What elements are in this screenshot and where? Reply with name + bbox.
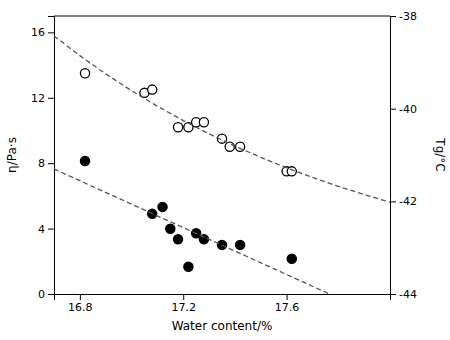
point [184,262,193,271]
tick-mark [390,294,396,295]
points [80,156,296,271]
tick: -40 [390,103,417,116]
tick: 17.6 [275,294,300,314]
x-axis: 16.8 17.2 17.6 [55,294,391,314]
tick-mark [48,98,54,99]
point [287,167,296,176]
y2-axis-line [391,17,397,295]
tick-label: 17.6 [275,301,300,314]
tick: -38 [390,10,417,23]
y-axis: 0 4 8 12 16 [31,17,55,302]
point [235,240,244,249]
tick-mark [390,201,396,202]
chart: 16.8 17.2 17.6 0 4 8 12 16 -44 -42 -40 -38 Water con… [0,0,450,340]
tick: -44 [390,288,417,301]
plot-area: 16.8 17.2 17.6 0 4 8 12 16 -44 -42 -40 -38 [31,10,417,314]
tick-label: -44 [399,288,417,301]
tick-mark [48,294,54,295]
tick-mark [48,229,54,230]
tick-label: 4 [38,223,45,236]
frame-top [54,16,390,17]
x-axis-title: Water content/% [172,319,273,333]
tick-label: 16 [31,26,45,39]
tick: 0 [38,288,54,301]
tick: 16 [31,26,54,39]
fit-line [54,169,330,294]
tick-mark [48,32,54,33]
tick: 16.8 [68,294,93,314]
tick-mark [48,163,54,164]
point [80,69,89,78]
y2-axis-title: Tg/°C [433,137,447,171]
x-axis-line [55,295,391,301]
y-axis-line [48,17,55,295]
fit-line [54,36,390,202]
point [148,85,157,94]
tick: 4 [38,223,54,236]
point [235,142,244,151]
tick-label: 8 [38,157,45,170]
tick: -42 [390,195,417,208]
y-axis-title: η/Pa·s [5,137,19,173]
point [173,235,182,244]
tick-mark [390,109,396,110]
tick-label: 0 [38,288,45,301]
tick-mark [183,294,184,300]
marks [54,36,390,294]
point [80,156,89,165]
tick-label: -42 [399,195,417,208]
tick-mark [287,294,288,300]
tick-label: -40 [399,103,417,116]
tick-label: 12 [31,92,45,105]
point [287,254,296,263]
tick: 17.2 [171,294,196,314]
point [225,142,234,151]
y2-axis: -44 -42 -40 -38 [390,10,417,301]
points [80,69,296,176]
tick-label: -38 [399,10,417,23]
tick-label: 16.8 [68,301,93,314]
point [166,224,175,233]
point [173,123,182,132]
tick-label: 17.2 [171,301,196,314]
tick-mark [80,294,81,300]
tick: 8 [38,157,54,170]
tick: 12 [31,92,54,105]
point [199,118,208,127]
tick-mark [390,16,396,17]
point [158,202,167,211]
